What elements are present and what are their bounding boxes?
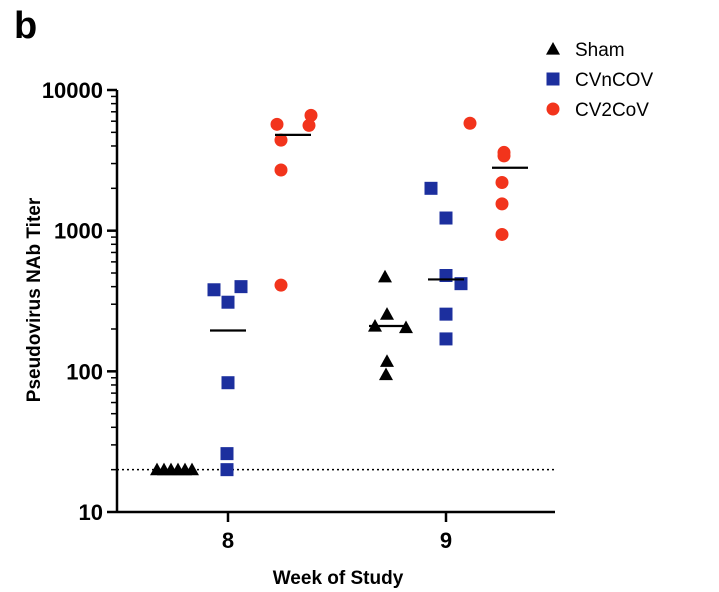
- legend-marker-cvncov: [546, 72, 560, 86]
- median-lines: [210, 133, 528, 332]
- cv2cov-week8-point: [274, 163, 288, 177]
- y-axis-title: Pseudovirus NAb Titer: [24, 197, 45, 402]
- cv2cov-week9-point: [463, 116, 477, 130]
- cvncov-week9-point: [439, 332, 453, 346]
- sham-week8-point: [185, 462, 199, 476]
- cv2cov-week8-point: [274, 278, 288, 292]
- cvncov-week8-point: [221, 295, 235, 309]
- cv2cov-week9-point: [495, 227, 509, 241]
- cvncov-week9-point: [424, 181, 438, 195]
- legend-label: Sham: [575, 40, 625, 61]
- y-tick-label: 1000: [54, 219, 103, 244]
- cv2cov-week9-point: [497, 149, 511, 163]
- sham-week9-point: [399, 320, 413, 334]
- cvncov-week9-point: [439, 307, 453, 321]
- y-tick-label: 100: [66, 359, 103, 384]
- sham-week9-point: [379, 367, 393, 381]
- cvncov-week8-point: [220, 463, 234, 477]
- legend-label: CVnCOV: [575, 70, 653, 91]
- legend-marker-cv2cov: [546, 102, 560, 116]
- cv2cov-week8-point: [302, 118, 316, 132]
- cv2cov-week8-point: [270, 117, 284, 131]
- cv2cov-week8-point: [274, 133, 288, 147]
- cvncov-week8-point: [207, 283, 221, 297]
- sham-week9-point: [378, 269, 392, 283]
- y-tick-label: 10000: [42, 78, 103, 103]
- cv2cov-week9-point: [495, 175, 509, 189]
- cv2cov-week8-point: [304, 108, 318, 122]
- cvncov-week8-point: [221, 376, 235, 390]
- cvncov-week8-point: [220, 447, 234, 461]
- axes: 10 100 1000 10000 8 9: [42, 78, 555, 553]
- cv2cov-week9-point: [495, 197, 509, 211]
- x-axis-title: Week of Study: [273, 568, 404, 589]
- sham-week9-point: [380, 307, 394, 320]
- y-tick-label: 10: [79, 500, 103, 525]
- panel-label: b: [14, 5, 37, 47]
- legend-label: CV2CoV: [575, 100, 649, 121]
- legend-marker-sham: [546, 42, 560, 55]
- cvncov-week9-point: [439, 211, 453, 225]
- x-tick-label: 8: [222, 528, 234, 553]
- sham-week9-point: [380, 354, 394, 367]
- data-marks: [150, 108, 511, 477]
- legend: Sham CVnCOV CV2CoV: [546, 40, 653, 121]
- cvncov-week8-point: [234, 280, 248, 294]
- x-tick-label: 9: [440, 528, 452, 553]
